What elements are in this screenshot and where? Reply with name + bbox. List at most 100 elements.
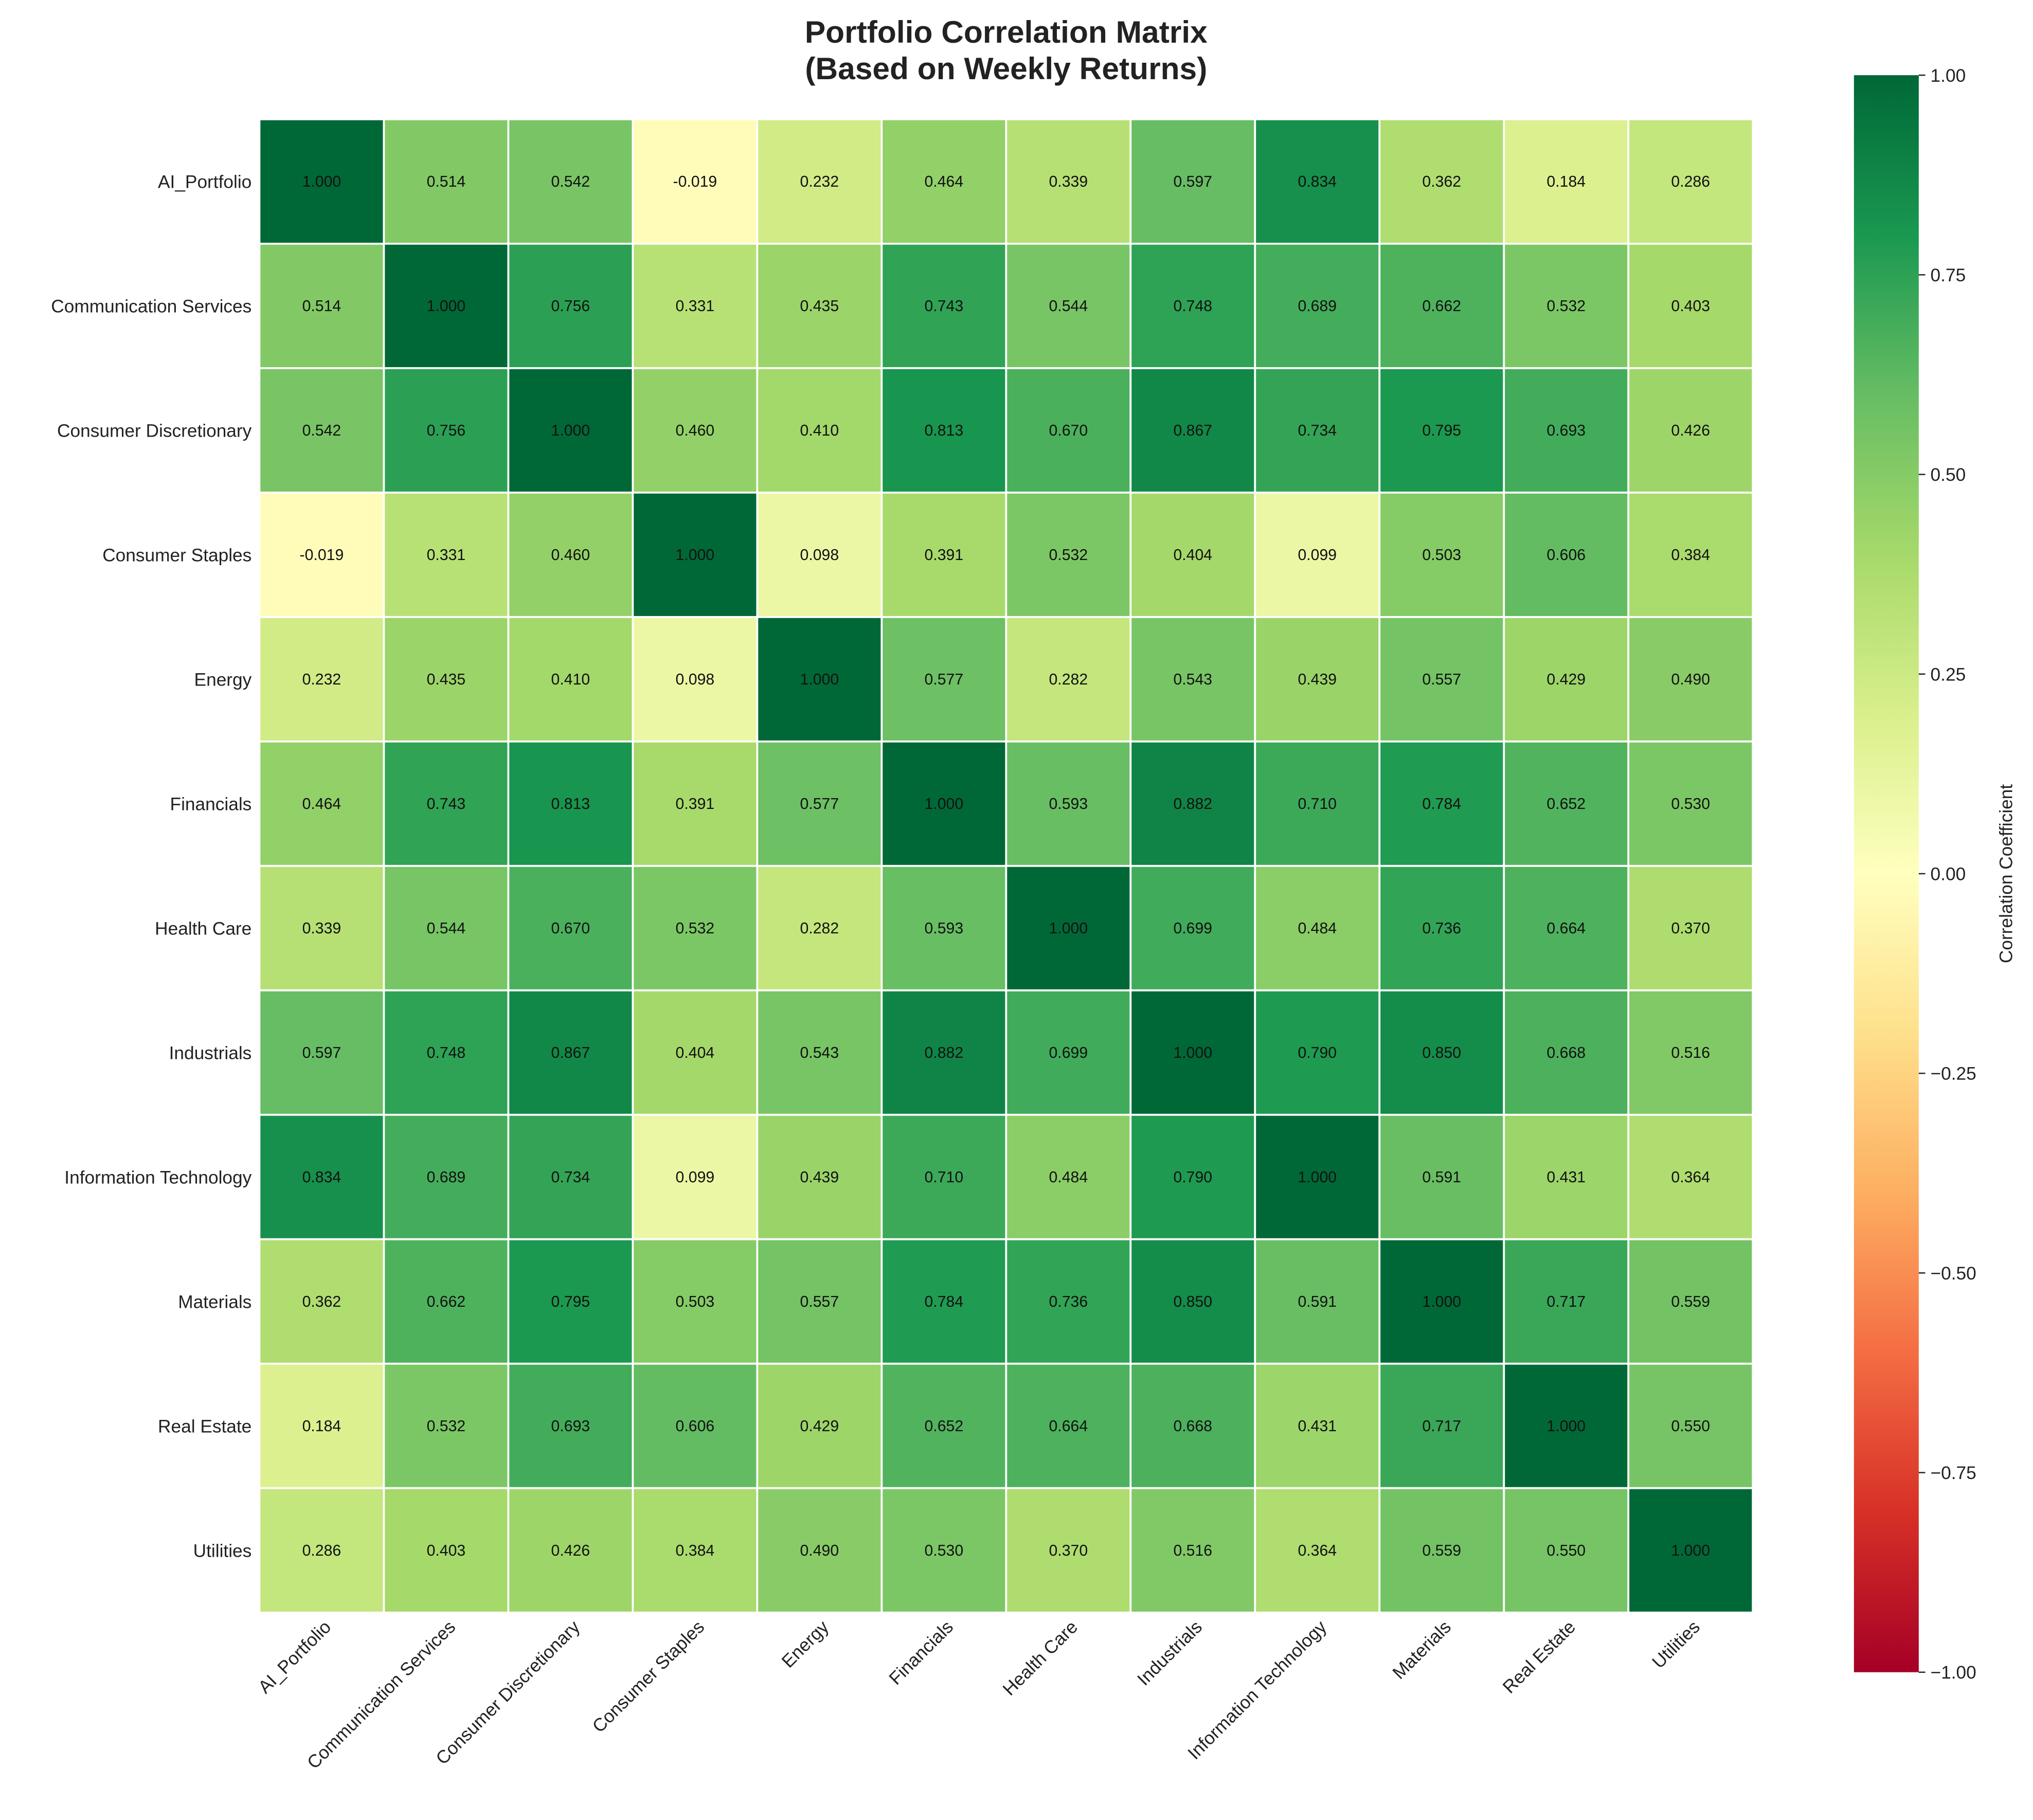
y-tick-label: Energy	[194, 670, 252, 690]
cell-value-label: 0.850	[1422, 1044, 1461, 1061]
cell-value-label: 0.743	[427, 796, 466, 813]
cell-value-label: 0.597	[302, 1044, 341, 1061]
heatmap-cell	[383, 491, 510, 618]
cell-value-label: 0.542	[551, 173, 590, 190]
cell-value-label: 0.689	[427, 1169, 466, 1186]
heatmap-cell	[1378, 491, 1505, 618]
cell-value-label: 0.514	[302, 298, 341, 315]
heatmap-cell	[1005, 1487, 1132, 1614]
cell-value-label: 0.734	[1298, 422, 1337, 439]
cell-value-label: 0.577	[925, 671, 964, 688]
heatmap-cell	[1627, 1487, 1754, 1614]
heatmap-cell	[507, 367, 634, 494]
cell-value-label: 1.000	[1049, 920, 1088, 937]
cell-value-label: 0.532	[427, 1418, 466, 1435]
cell-value-label: 0.710	[925, 1169, 964, 1186]
x-tick-label: Consumer Staples	[588, 1617, 708, 1737]
heatmap-cell	[383, 864, 510, 992]
y-tick-label: Financials	[170, 794, 252, 814]
cell-value-label: 0.099	[1298, 547, 1337, 564]
heatmap-cell	[1254, 864, 1381, 992]
heatmap-cell	[1503, 1113, 1630, 1240]
cell-value-label: 0.503	[676, 1293, 715, 1310]
heatmap-cell	[1378, 1362, 1505, 1489]
colorbar-tick-label: 0.75	[1931, 265, 1966, 285]
x-tick-label: Real Estate	[1499, 1617, 1579, 1697]
cell-value-label: 0.662	[427, 1293, 466, 1310]
cell-value-label: 0.748	[1173, 298, 1212, 315]
y-tick-label: AI_Portfolio	[158, 172, 251, 192]
cell-value-label: 0.370	[1671, 920, 1710, 937]
cell-value-label: 0.784	[1422, 796, 1461, 813]
cell-value-label: 0.431	[1298, 1418, 1337, 1435]
heatmap-cell	[1005, 989, 1132, 1116]
cell-value-label: 1.000	[676, 547, 715, 564]
heatmap-cell	[880, 491, 1007, 618]
heatmap-cell	[1378, 242, 1505, 369]
x-tick-label: Utilities	[1648, 1617, 1704, 1672]
heatmap-cell	[1254, 242, 1381, 369]
cell-value-label: 0.439	[1298, 671, 1337, 688]
y-tick-label: Real Estate	[158, 1416, 251, 1436]
heatmap-cell	[507, 616, 634, 743]
cell-value-label: 0.664	[1049, 1418, 1088, 1435]
cell-value-label: 0.736	[1049, 1293, 1088, 1310]
heatmap-cell	[1503, 989, 1630, 1116]
cell-value-label: 0.734	[551, 1169, 590, 1186]
heatmap-cell	[1005, 864, 1132, 992]
cell-value-label: 0.098	[676, 671, 715, 688]
cell-value-label: 0.460	[551, 547, 590, 564]
cell-value-label: 0.404	[676, 1044, 715, 1061]
cell-value-label: 0.717	[1422, 1418, 1461, 1435]
heatmap-cell	[1129, 1238, 1256, 1365]
cell-value-label: 0.464	[302, 796, 341, 813]
cell-value-label: 1.000	[800, 671, 839, 688]
cell-value-label: 0.516	[1173, 1542, 1212, 1559]
heatmap-cell	[1627, 367, 1754, 494]
cell-value-label: 0.544	[1049, 298, 1088, 315]
cell-value-label: 0.652	[925, 1418, 964, 1435]
x-tick-label: Energy	[778, 1617, 833, 1672]
heatmap-cell	[1627, 1113, 1754, 1240]
cell-value-label: 0.795	[551, 1293, 590, 1310]
heatmap-cell	[1503, 491, 1630, 618]
cell-value-label: 0.339	[302, 920, 341, 937]
cell-value-label: 0.668	[1546, 1044, 1586, 1061]
heatmap-cell	[632, 1362, 759, 1489]
heatmap-cell	[1005, 367, 1132, 494]
cell-value-label: 0.403	[1671, 298, 1710, 315]
heatmap-cell	[1378, 740, 1505, 867]
cell-value-label: 0.184	[1546, 173, 1586, 190]
cell-value-label: 1.000	[551, 422, 590, 439]
heatmap-cell	[756, 989, 883, 1116]
y-tick-label: Consumer Discretionary	[57, 421, 252, 441]
x-tick-label: Consumer Discretionary	[432, 1617, 584, 1769]
heatmap-cell	[1503, 1487, 1630, 1614]
cell-value-label: 0.550	[1546, 1542, 1586, 1559]
cell-value-label: 0.426	[551, 1542, 590, 1559]
cell-value-label: 0.593	[1049, 796, 1088, 813]
cell-value-label: 0.516	[1671, 1044, 1710, 1061]
cell-value-label: 0.795	[1422, 422, 1461, 439]
cell-value-label: 0.364	[1298, 1542, 1337, 1559]
cell-value-label: 0.710	[1298, 796, 1337, 813]
cell-value-label: 0.331	[427, 547, 466, 564]
cell-value-label: 0.850	[1173, 1293, 1212, 1310]
heatmap-cell	[1129, 989, 1256, 1116]
cell-value-label: 0.370	[1049, 1542, 1088, 1559]
cell-value-label: -0.019	[300, 547, 344, 564]
heatmap-cell	[1005, 616, 1132, 743]
x-tick-label: Materials	[1389, 1617, 1455, 1683]
cell-value-label: 0.736	[1422, 920, 1461, 937]
cell-value-label: 1.000	[1422, 1293, 1461, 1310]
cell-value-label: 0.543	[800, 1044, 839, 1061]
heatmap-cell	[1627, 1238, 1754, 1365]
cell-value-label: 0.410	[551, 671, 590, 688]
x-tick-label: Information Technology	[1184, 1617, 1330, 1763]
heatmap-cell	[1005, 1238, 1132, 1365]
x-tick-label: Industrials	[1134, 1617, 1206, 1689]
cell-value-label: 0.557	[1422, 671, 1461, 688]
cell-value-label: 0.577	[800, 796, 839, 813]
heatmap-cell	[258, 989, 385, 1116]
cell-value-label: 0.834	[302, 1169, 341, 1186]
